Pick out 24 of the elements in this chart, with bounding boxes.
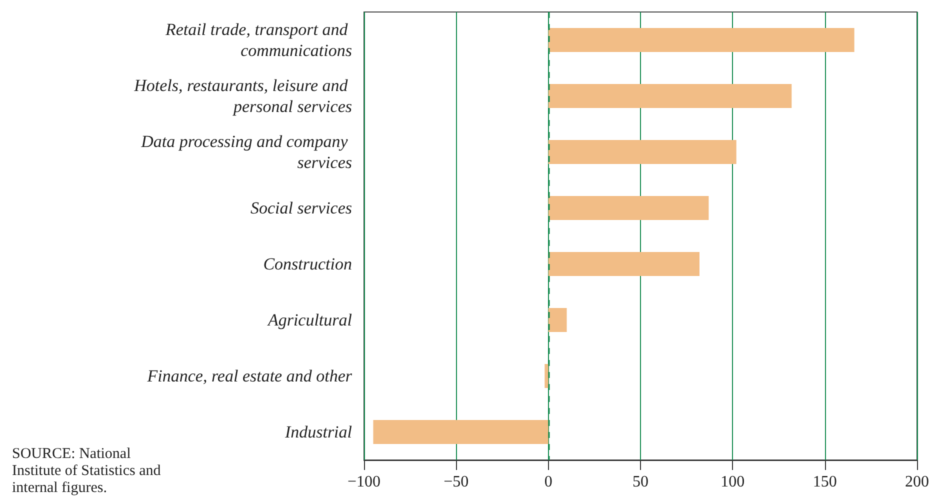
bar xyxy=(544,364,548,388)
x-tick-label: 100 xyxy=(720,474,745,490)
bar xyxy=(548,196,709,220)
y-tick-label: Data processing and company services xyxy=(140,132,352,172)
bar xyxy=(548,308,567,332)
y-tick-label: Industrial xyxy=(284,422,352,442)
y-tick-label: Social services xyxy=(250,198,352,218)
y-tick-label: Retail trade, transport and communications xyxy=(164,20,352,60)
source-note: SOURCE: National Institute of Statistics and internal figures. xyxy=(12,446,162,497)
y-tick-label: Finance, real estate and other xyxy=(146,366,352,386)
x-tick-label: −50 xyxy=(444,474,469,490)
bar xyxy=(548,140,736,164)
y-tick-label: Hotels, restaurants, leisure and personal services xyxy=(133,76,352,116)
bar xyxy=(548,252,700,276)
x-tick-label: 200 xyxy=(905,474,929,490)
x-tick-label: 50 xyxy=(632,474,648,490)
y-tick-label: Construction xyxy=(263,254,352,274)
bar xyxy=(548,84,792,108)
y-tick-label: Agricultural xyxy=(266,310,352,330)
x-tick-label: 0 xyxy=(544,474,552,490)
bar xyxy=(548,28,854,52)
x-tick-label: −100 xyxy=(347,474,381,490)
bar xyxy=(373,420,548,444)
x-tick-label: 150 xyxy=(812,474,837,490)
